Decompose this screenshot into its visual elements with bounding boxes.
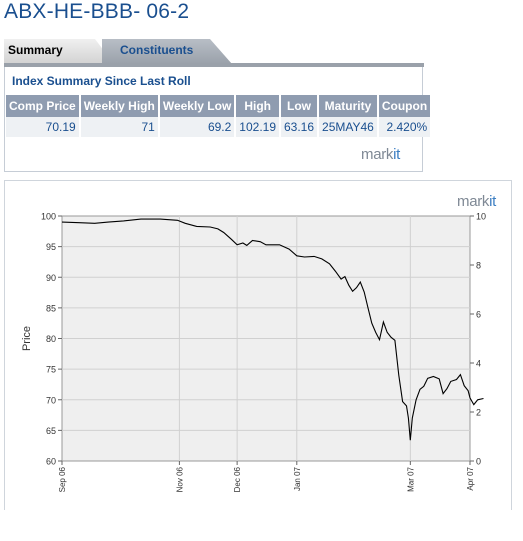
markit-logo: markit bbox=[361, 146, 400, 163]
x-tick-label: Nov 06 bbox=[175, 466, 184, 492]
summary-panel: Index Summary Since Last Roll Comp Price… bbox=[4, 67, 431, 172]
page-title: ABX-HE-BBB- 06-2 bbox=[4, 0, 190, 23]
chart-logo-text: mark bbox=[457, 193, 490, 210]
summary-header-row: Comp Price Weekly High Weekly Low High L… bbox=[6, 95, 431, 117]
cell-weekly-high: 71 bbox=[80, 117, 158, 137]
summary-data-row: 70.19 71 69.2 102.19 63.16 25MAY46 2.420… bbox=[6, 117, 431, 137]
tab-summary[interactable]: Summary bbox=[4, 39, 114, 64]
y2-tick-label: 8 bbox=[476, 261, 481, 271]
col-comp-price: Comp Price bbox=[6, 95, 79, 117]
x-tick-label: Mar 07 bbox=[406, 466, 415, 491]
x-tick-label: Apr 07 bbox=[466, 466, 475, 490]
y-tick-label: 90 bbox=[46, 273, 56, 283]
tab-underline bbox=[4, 63, 424, 67]
col-low: Low bbox=[281, 95, 318, 117]
y2-tick-label: 0 bbox=[476, 457, 481, 467]
y-tick-label: 85 bbox=[46, 303, 56, 313]
x-tick-label: Dec 06 bbox=[233, 466, 242, 492]
y-tick-label: 65 bbox=[46, 426, 56, 436]
chart-markit-logo: markit bbox=[457, 193, 496, 210]
col-weekly-high: Weekly High bbox=[80, 95, 158, 117]
cell-coupon: 2.420% bbox=[378, 117, 431, 137]
x-tick-label: Sep 06 bbox=[58, 466, 67, 492]
y-tick-label: 75 bbox=[46, 365, 56, 375]
price-series-line bbox=[61, 218, 484, 441]
y2-tick-label: 6 bbox=[476, 310, 481, 320]
y-axis-title: Price bbox=[21, 326, 33, 351]
chart-logo-accent-text: it bbox=[489, 193, 497, 210]
y2-tick-label: 2 bbox=[476, 408, 481, 418]
col-maturity: Maturity bbox=[319, 95, 377, 117]
logo-text: mark bbox=[361, 146, 394, 163]
y-tick-label: 80 bbox=[46, 334, 56, 344]
cell-weekly-low: 69.2 bbox=[159, 117, 235, 137]
y-tick-label: 60 bbox=[46, 457, 56, 467]
x-tick-label: Jan 07 bbox=[293, 466, 302, 491]
tab-constituents[interactable]: Constituents bbox=[102, 39, 232, 64]
y-tick-label: 100 bbox=[41, 212, 56, 222]
y2-tick-label: 4 bbox=[476, 359, 481, 369]
cell-high: 102.19 bbox=[236, 117, 279, 137]
col-high: High bbox=[236, 95, 279, 117]
logo-accent-text: it bbox=[393, 146, 401, 163]
y-tick-label: 95 bbox=[46, 242, 56, 252]
cell-maturity: 25MAY46 bbox=[319, 117, 377, 137]
summary-heading: Index Summary Since Last Roll bbox=[12, 74, 191, 88]
y-tick-label: 70 bbox=[46, 395, 56, 405]
col-weekly-low: Weekly Low bbox=[159, 95, 235, 117]
cell-low: 63.16 bbox=[281, 117, 318, 137]
summary-table: Comp Price Weekly High Weekly Low High L… bbox=[4, 95, 432, 137]
y2-tick-label: 10 bbox=[476, 212, 486, 222]
cell-comp-price: 70.19 bbox=[6, 117, 79, 137]
col-coupon: Coupon bbox=[378, 95, 431, 117]
